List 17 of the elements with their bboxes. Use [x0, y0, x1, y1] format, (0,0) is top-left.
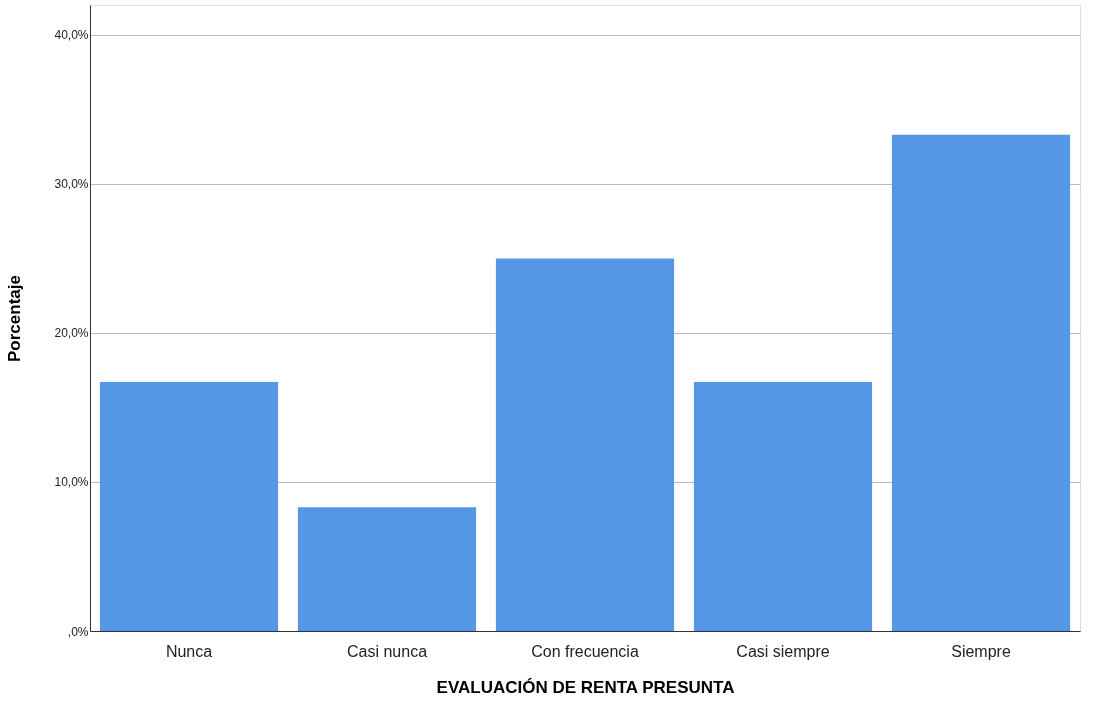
bar: [99, 382, 279, 631]
bar: [495, 258, 675, 631]
y-tick-label: 20,0%: [54, 326, 89, 341]
x-tick-label: Con frecuencia: [531, 642, 639, 660]
y-axis-title: Porcentaje: [5, 275, 25, 362]
x-tick-label: Siempre: [951, 642, 1011, 660]
y-tick-label: 30,0%: [54, 177, 89, 192]
y-tick-label: ,0%: [67, 624, 89, 639]
bar: [891, 134, 1071, 631]
y-tick-label: 40,0%: [54, 28, 89, 43]
x-axis-title: EVALUACIÓN DE RENTA PRESUNTA: [436, 677, 735, 697]
x-tick-label: Nunca: [165, 642, 213, 660]
bar: [297, 507, 477, 631]
y-tick-label: 10,0%: [54, 475, 89, 490]
bar: [693, 382, 873, 631]
x-tick-label: Casi nunca: [346, 642, 428, 660]
x-tick-label: Casi siempre: [736, 642, 830, 660]
